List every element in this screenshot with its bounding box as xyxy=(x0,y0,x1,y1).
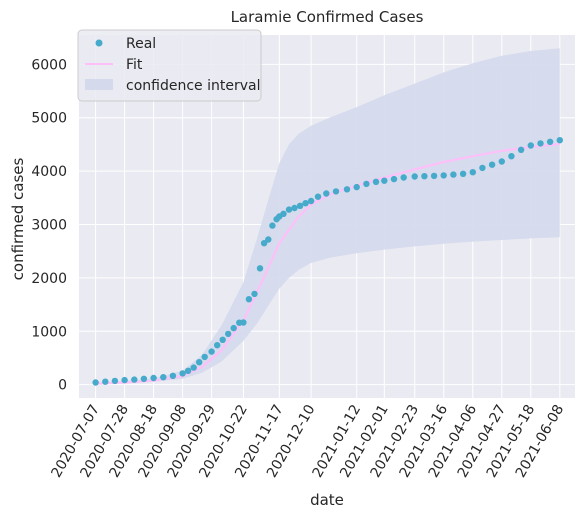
x-axis-label: date xyxy=(310,491,344,509)
real-point xyxy=(214,342,221,349)
y-tick-label: 1000 xyxy=(31,324,67,340)
real-point xyxy=(314,193,322,200)
real-point xyxy=(169,372,177,379)
y-tick-label: 5000 xyxy=(31,111,67,127)
confidence-band xyxy=(95,48,560,385)
real-point xyxy=(245,296,253,303)
legend-marker-ci xyxy=(85,79,113,90)
x-tick-labels: 2020-07-072020-07-282020-08-182020-09-08… xyxy=(48,402,567,481)
legend-label-fit: Fit xyxy=(126,57,143,73)
real-point xyxy=(102,378,109,385)
real-point xyxy=(372,178,380,185)
real-point xyxy=(537,140,544,147)
y-tick-labels: 0 1000 2000 3000 4000 5000 6000 xyxy=(31,57,67,393)
real-point xyxy=(240,319,247,326)
y-tick-label: 3000 xyxy=(31,218,67,234)
y-axis-label: confirmed cases xyxy=(9,157,27,280)
real-point xyxy=(219,336,226,343)
real-point xyxy=(517,146,525,153)
real-point xyxy=(184,367,192,374)
real-point xyxy=(208,348,215,355)
real-point xyxy=(225,330,232,338)
real-point xyxy=(479,164,486,172)
legend: Real Fit confidence interval xyxy=(77,29,262,102)
real-point xyxy=(296,202,304,209)
real-point xyxy=(265,236,272,243)
real-point xyxy=(307,197,315,205)
real-point xyxy=(111,377,119,385)
real-point xyxy=(421,173,428,180)
real-point xyxy=(556,137,563,144)
real-point xyxy=(332,188,340,195)
real-point xyxy=(150,374,157,382)
y-tick-label: 0 xyxy=(58,378,67,394)
real-point xyxy=(430,172,438,180)
y-tick-label: 2000 xyxy=(31,271,67,287)
real-point xyxy=(256,265,264,272)
fit-series xyxy=(95,142,560,385)
real-point xyxy=(179,370,186,377)
real-point xyxy=(201,353,208,361)
confidence-band-area xyxy=(95,48,560,385)
real-series xyxy=(92,137,563,386)
real-point xyxy=(323,190,330,197)
real-point xyxy=(121,376,128,384)
real-point xyxy=(92,379,99,386)
real-point xyxy=(140,375,148,382)
real-point xyxy=(190,364,197,371)
real-point xyxy=(381,177,388,184)
legend-label-ci: confidence interval xyxy=(126,78,260,94)
chart-title: Laramie Confirmed Cases xyxy=(231,8,424,26)
real-point xyxy=(285,206,293,213)
real-point xyxy=(302,200,309,207)
real-point xyxy=(196,359,203,366)
real-point xyxy=(260,240,268,247)
real-point xyxy=(280,210,287,217)
real-point xyxy=(459,170,467,177)
real-point xyxy=(131,376,138,383)
real-point xyxy=(469,169,476,176)
real-point xyxy=(498,158,505,165)
real-point xyxy=(363,180,370,188)
legend-label-real: Real xyxy=(126,36,156,52)
legend-box xyxy=(77,29,262,102)
real-point xyxy=(291,204,298,212)
real-point xyxy=(546,138,554,145)
real-point xyxy=(230,324,237,332)
y-tick-label: 6000 xyxy=(31,57,67,73)
real-point xyxy=(411,173,418,180)
real-point xyxy=(343,186,351,193)
real-point xyxy=(353,183,360,191)
legend-marker-real xyxy=(95,39,103,47)
real-point xyxy=(390,175,398,183)
real-point xyxy=(269,222,276,229)
y-tick-label: 4000 xyxy=(31,164,67,180)
real-point xyxy=(527,142,534,149)
real-point xyxy=(450,171,457,178)
real-point xyxy=(400,174,407,181)
real-point xyxy=(251,290,258,298)
real-point xyxy=(508,153,515,160)
real-point xyxy=(440,172,447,179)
fit-line xyxy=(95,142,560,385)
real-point xyxy=(160,374,167,381)
real-point xyxy=(488,161,496,168)
